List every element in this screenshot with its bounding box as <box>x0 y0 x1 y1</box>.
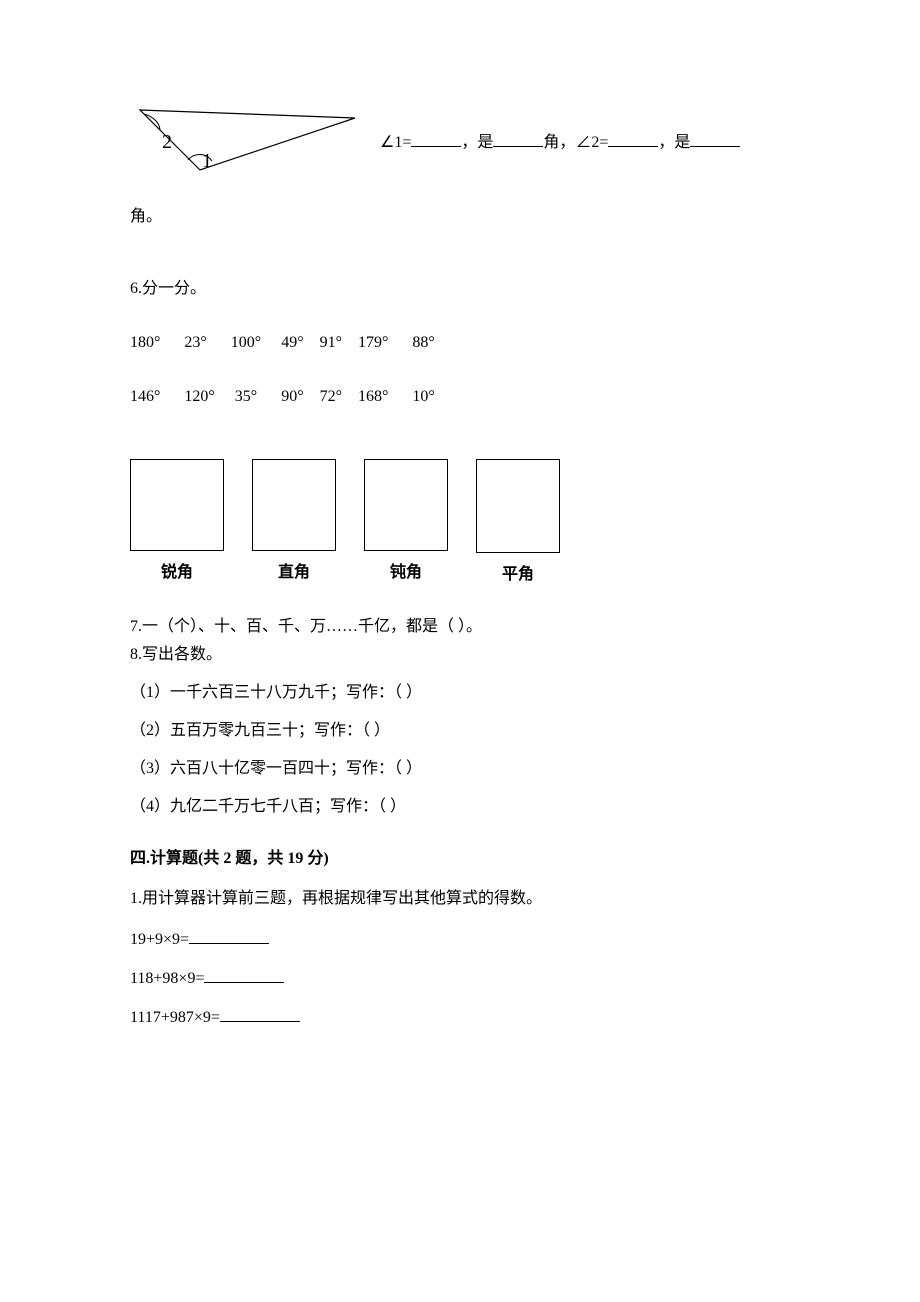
sort-box-label: 直角 <box>278 561 310 585</box>
q8-item: （4）九亿二千万七千八百；写作：（ ） <box>130 795 790 819</box>
q8-item: （1）一千六百三十八万九千；写作：（ ） <box>130 681 790 705</box>
q7-text: 7.一（个）、十、百、千、万……千亿，都是（ ）。 <box>130 615 790 639</box>
sort-box <box>252 459 336 551</box>
sort-box <box>130 459 224 551</box>
calc-line: 118+98×9= <box>130 966 790 991</box>
angle-1-label: 1 <box>202 150 212 172</box>
q8-title: 8.写出各数。 <box>130 643 790 667</box>
q8-item: （3）六百八十亿零一百四十；写作：（ ） <box>130 757 790 781</box>
sort-box-col: 锐角 <box>130 459 224 587</box>
sort-box-label: 平角 <box>502 563 534 587</box>
angle-fill-tail: 角。 <box>130 205 790 229</box>
calc-line: 1117+987×9= <box>130 1005 790 1030</box>
sort-box-col: 直角 <box>252 459 336 587</box>
q6-sort-boxes: 锐角 直角 钝角 平角 <box>130 459 790 587</box>
sort-box-label: 钝角 <box>390 561 422 585</box>
s4-q1-title: 1.用计算器计算前三题，再根据规律写出其他算式的得数。 <box>130 887 790 911</box>
sort-box <box>364 459 448 551</box>
section4-title: 四.计算题(共 2 题，共 19 分) <box>130 847 790 871</box>
sort-box <box>476 459 560 553</box>
calc-line: 19+9×9= <box>130 927 790 952</box>
triangle-figure: 1 2 <box>130 100 360 185</box>
q8-item: （2）五百万零九百三十；写作：（ ） <box>130 719 790 743</box>
q6-title: 6.分一分。 <box>130 277 790 301</box>
q6-angles-row1: 180° 23° 100° 49° 91° 179° 88° <box>130 331 790 355</box>
angle-2-label: 2 <box>162 131 172 153</box>
sort-box-col: 平角 <box>476 459 560 587</box>
sort-box-col: 钝角 <box>364 459 448 587</box>
q6-angles-row2: 146° 120° 35° 90° 72° 168° 10° <box>130 385 790 409</box>
sort-box-label: 锐角 <box>161 561 193 585</box>
angle-fill-line: ∠1=，是角，∠2=，是 <box>380 130 740 155</box>
